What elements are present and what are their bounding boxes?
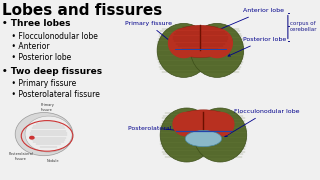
Ellipse shape: [25, 116, 72, 152]
Ellipse shape: [173, 112, 200, 136]
Text: corpus of
cerebellar: corpus of cerebellar: [290, 21, 317, 31]
Ellipse shape: [206, 112, 234, 136]
Circle shape: [30, 136, 34, 139]
Text: • Primary fissure: • Primary fissure: [2, 79, 76, 88]
Text: Primary fissure: Primary fissure: [124, 21, 176, 46]
Ellipse shape: [169, 25, 232, 58]
Text: Posterolateral
fissure: Posterolateral fissure: [9, 152, 34, 161]
Ellipse shape: [190, 23, 244, 77]
Ellipse shape: [185, 130, 222, 147]
Text: Flocculonodular lobe: Flocculonodular lobe: [225, 109, 299, 137]
Ellipse shape: [169, 29, 199, 58]
Text: • Anterior: • Anterior: [2, 42, 49, 51]
Text: Nodule: Nodule: [47, 159, 60, 163]
Text: • Two deep fissures: • Two deep fissures: [2, 67, 102, 76]
Ellipse shape: [202, 29, 232, 58]
Ellipse shape: [157, 23, 210, 77]
Ellipse shape: [173, 110, 234, 135]
Text: • Posterior lobe: • Posterior lobe: [2, 53, 71, 62]
Text: • Posterolateral fissure: • Posterolateral fissure: [2, 90, 100, 99]
Text: Lobes and fissures: Lobes and fissures: [2, 3, 162, 18]
Ellipse shape: [160, 108, 213, 162]
Ellipse shape: [15, 112, 73, 156]
Text: • Three lobes: • Three lobes: [2, 19, 70, 28]
Text: Anterior lobe: Anterior lobe: [216, 8, 284, 31]
Text: Posterolateral fissure: Posterolateral fissure: [128, 126, 194, 132]
Ellipse shape: [194, 108, 247, 162]
Text: Posterior lobe: Posterior lobe: [228, 37, 286, 56]
Text: • Flocculonodular lobe: • Flocculonodular lobe: [2, 31, 97, 40]
Text: Primary
fissure: Primary fissure: [40, 103, 54, 112]
